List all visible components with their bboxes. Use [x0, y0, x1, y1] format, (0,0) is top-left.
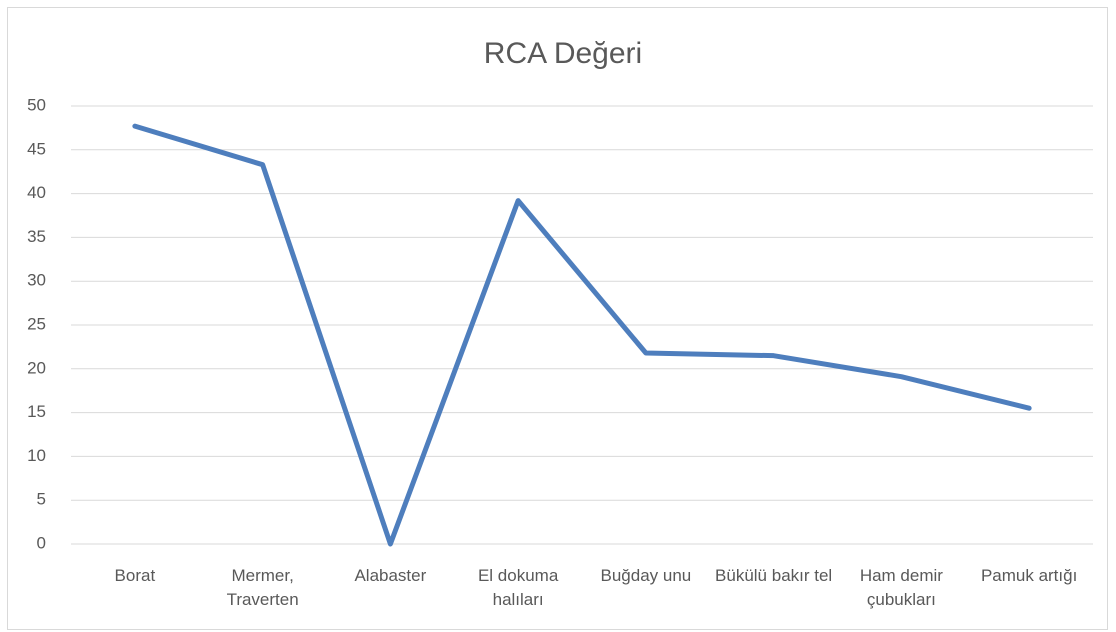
x-tick-label: Alabaster: [354, 566, 427, 585]
x-tick-label: Pamuk artığı: [980, 566, 1078, 585]
y-tick-label: 40: [27, 183, 46, 202]
x-tick-label: Bükülü bakır tel: [715, 566, 833, 585]
x-tick-label: Buğday unu: [600, 566, 692, 585]
y-tick-label: 0: [37, 533, 46, 552]
chart-border: [7, 7, 1108, 630]
y-tick-label: 20: [27, 358, 46, 377]
y-tick-label: 15: [27, 402, 46, 421]
y-tick-label: 25: [27, 314, 46, 333]
x-tick-label: Ham demir çubukları: [859, 566, 943, 609]
y-tick-label: 30: [27, 271, 46, 290]
y-tick-label: 50: [27, 95, 46, 114]
x-tick-label: El dokuma halıları: [477, 566, 559, 609]
y-tick-label: 45: [27, 139, 46, 158]
chart-title: RCA Değeri: [484, 37, 642, 70]
x-tick-label: Mermer, Traverten: [226, 566, 299, 609]
y-tick-label: 35: [27, 227, 46, 246]
y-tick-label: 10: [27, 446, 46, 465]
x-tick-label: Borat: [114, 566, 156, 585]
series-line: [132, 123, 1032, 547]
y-tick-label: 5: [37, 490, 46, 509]
